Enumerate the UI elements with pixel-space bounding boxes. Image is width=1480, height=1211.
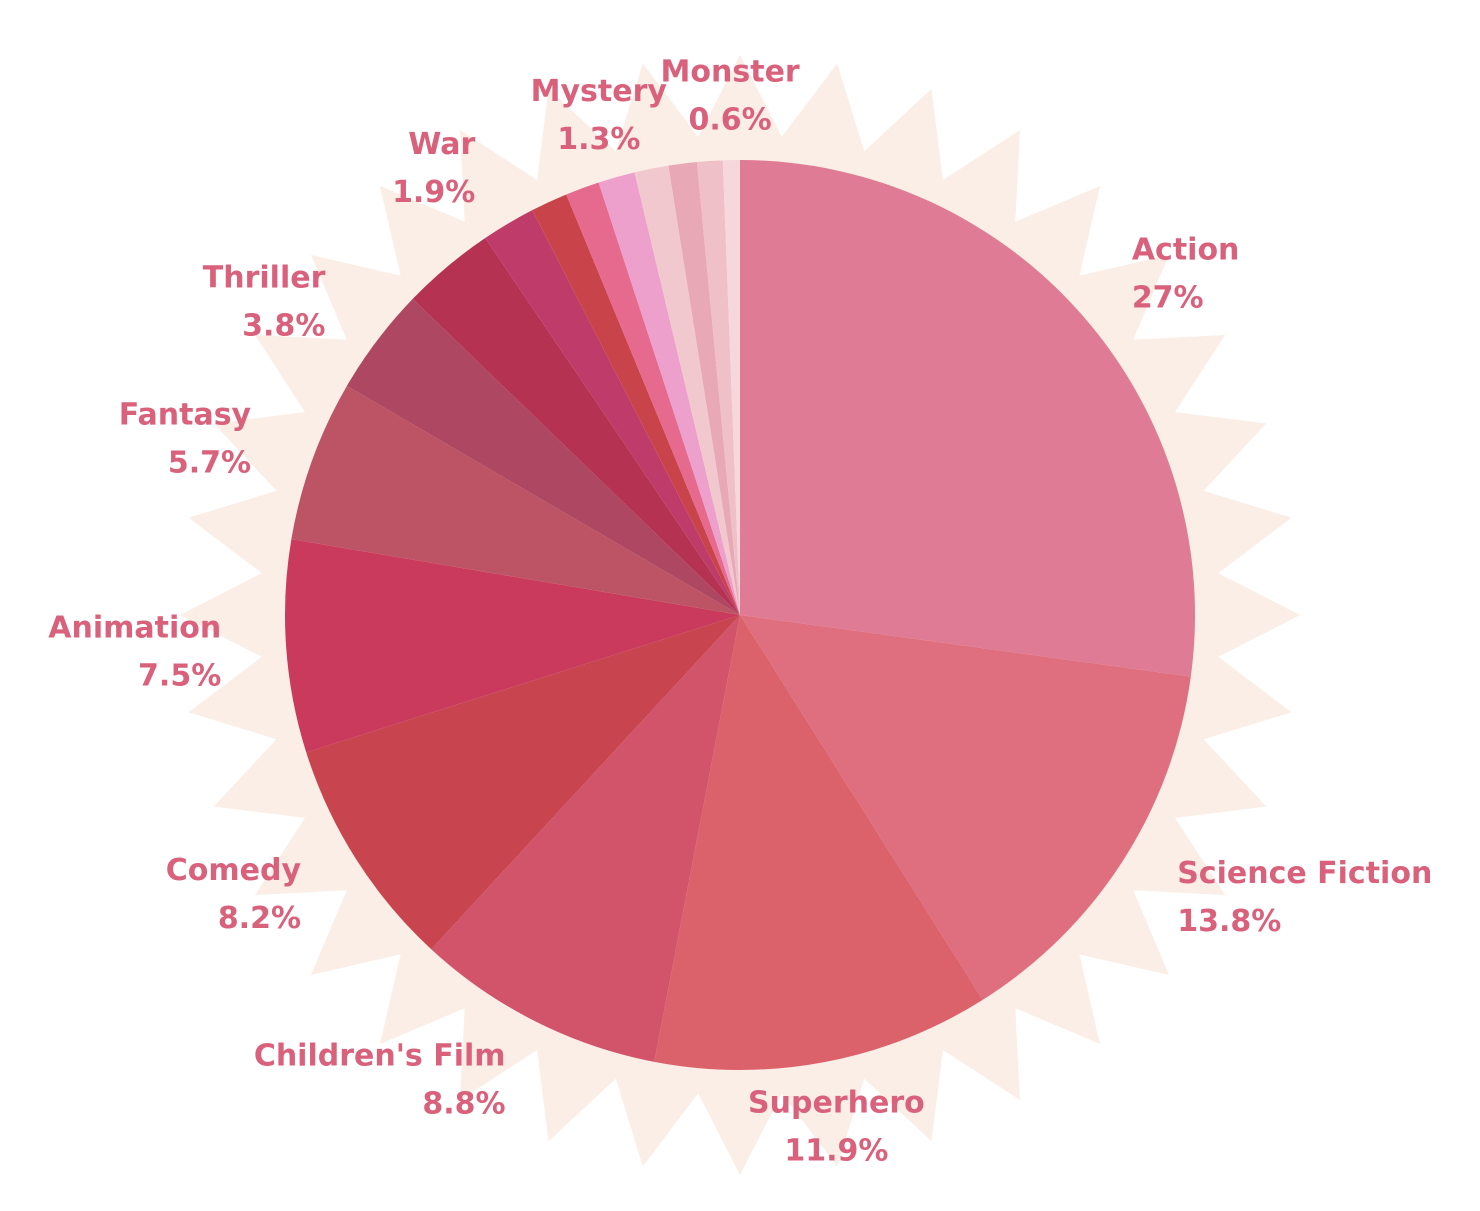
- pie-slice: [668, 162, 740, 615]
- slice-label: Fantasy: [119, 397, 252, 432]
- slice-value-label: 8.2%: [218, 901, 301, 936]
- pie-slice: [412, 237, 740, 615]
- slice-label: Science Fiction: [1177, 856, 1432, 891]
- slice-label: Monster: [661, 55, 800, 90]
- pie-slice: [566, 182, 740, 616]
- pie-slice: [532, 194, 740, 615]
- pie-slice: [306, 615, 740, 950]
- pie-slice: [654, 615, 983, 1070]
- slice-label: Action: [1132, 233, 1240, 268]
- slice-value-label: 13.8%: [1177, 904, 1281, 939]
- slice-value-label: 3.8%: [242, 309, 325, 344]
- slice-label: War: [408, 127, 475, 162]
- pie-slice: [485, 210, 740, 615]
- pie-slice: [634, 165, 740, 615]
- slice-label: Mystery: [531, 74, 668, 109]
- slice-value-label: 7.5%: [138, 659, 221, 694]
- slice-label: Children's Film: [254, 1039, 506, 1074]
- slice-value-label: 0.6%: [689, 103, 772, 138]
- slice-value-label: 27%: [1132, 281, 1204, 316]
- pie-slice: [722, 160, 740, 615]
- slice-value-label: 11.9%: [784, 1133, 888, 1168]
- slice-value-label: 8.8%: [422, 1087, 505, 1122]
- pie-slice: [598, 172, 740, 616]
- pie-slice: [285, 539, 740, 753]
- slice-value-label: 1.3%: [557, 122, 640, 157]
- slice-label: Comedy: [166, 853, 302, 888]
- pie-slice: [696, 160, 740, 615]
- slice-value-label: 5.7%: [168, 445, 251, 480]
- slice-value-label: 1.9%: [392, 175, 475, 210]
- slice-label: Animation: [48, 611, 221, 646]
- pie-slice: [740, 615, 1191, 1000]
- pie-slice: [291, 385, 740, 615]
- pie-slice: [346, 298, 740, 615]
- pie-slice: [740, 160, 1195, 677]
- slice-label: Superhero: [748, 1085, 925, 1120]
- slice-label: Thriller: [203, 261, 326, 296]
- pie-slice: [431, 615, 740, 1062]
